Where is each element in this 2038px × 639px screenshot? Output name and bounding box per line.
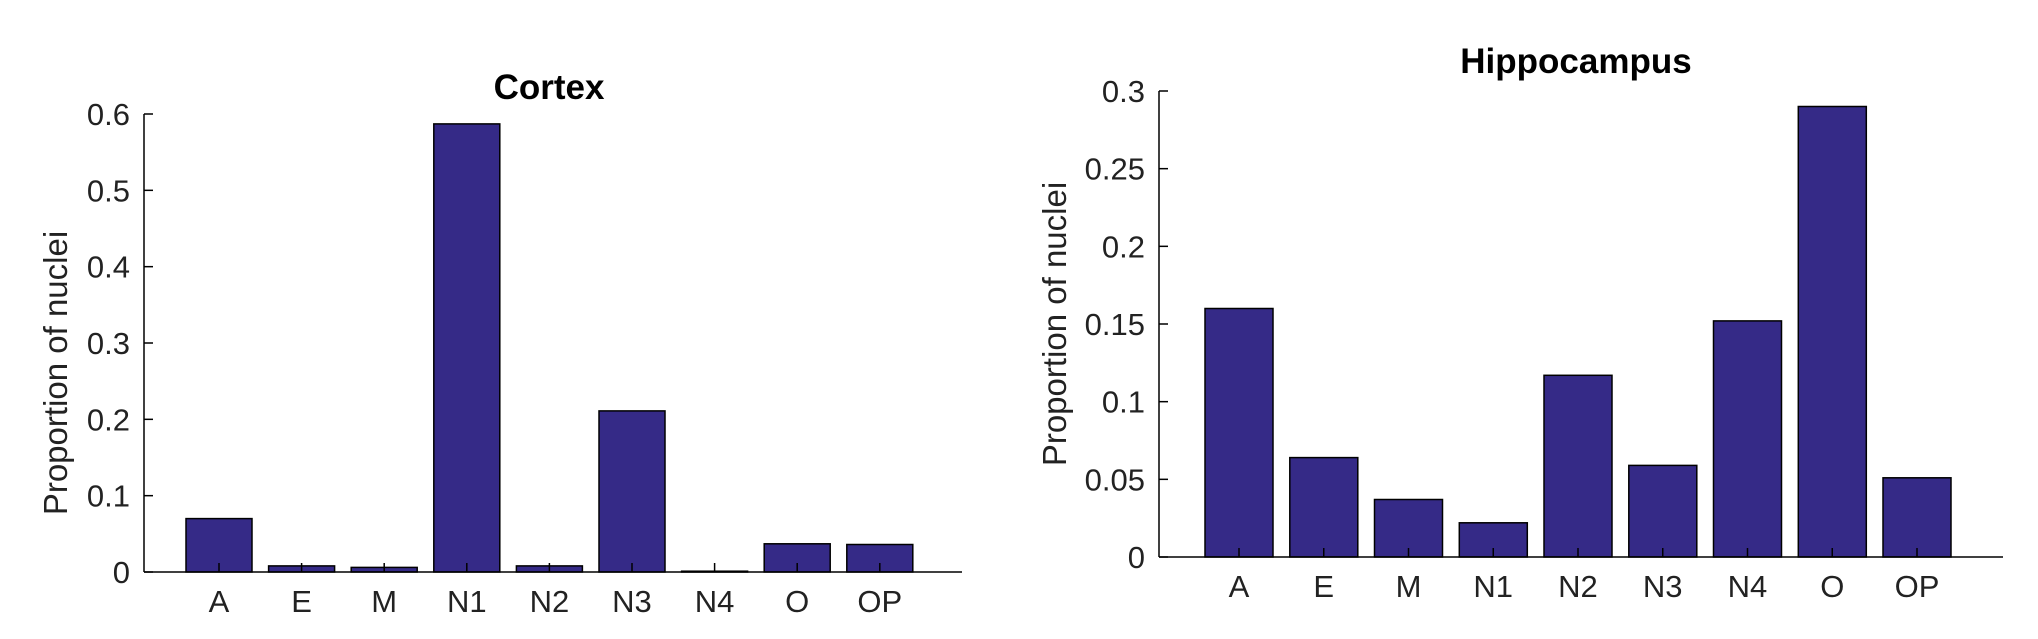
x-tick-label: N4 [695, 584, 735, 619]
x-tick-label: A [1229, 569, 1250, 604]
bars [185, 123, 914, 573]
bar-o [1797, 105, 1868, 558]
chart-cortex: Cortex Proportion of nuclei 0 0.1 0.2 0.3 0.… [37, 68, 962, 619]
x-tick-label: M [371, 584, 397, 619]
x-tick-label: E [1313, 569, 1334, 604]
x-tick-label: N2 [530, 584, 570, 619]
x-tick-label: OP [857, 584, 902, 619]
y-tick-label: 0.3 [87, 326, 130, 361]
y-tick-label: 0.1 [1102, 385, 1145, 420]
y-tick-label: 0.25 [1085, 152, 1145, 187]
x-tick-label: M [1396, 569, 1422, 604]
y-tick-label: 0.2 [1102, 229, 1145, 264]
x-tick-label: E [291, 584, 312, 619]
y-axis-label: Proportion of nuclei [37, 231, 74, 515]
bars [1204, 105, 1952, 558]
bar-m [1373, 498, 1444, 558]
bar-n3 [1628, 464, 1698, 558]
y-tick-label: 0.2 [87, 402, 130, 437]
x-tick-label: OP [1895, 569, 1940, 604]
y-tick-label: 0.05 [1085, 462, 1145, 497]
y-tick-label: 0.3 [1102, 74, 1145, 109]
y-axis-label: Proportion of nuclei [1036, 182, 1073, 466]
x-tick-label: N3 [612, 584, 652, 619]
y-tick-label: 0.15 [1085, 307, 1145, 342]
x-tick-label: N1 [1473, 569, 1513, 604]
y-tick-label: 0.5 [87, 173, 130, 208]
bar-n4 [1712, 320, 1783, 558]
x-tick-label: N3 [1643, 569, 1683, 604]
x-tick-label: N4 [1728, 569, 1768, 604]
x-tick-label: N2 [1558, 569, 1598, 604]
bar-e [1289, 456, 1359, 558]
bar-n3 [598, 410, 666, 573]
x-tick-label: O [1820, 569, 1844, 604]
chart-hippocampus: Hippocampus Proportion of nuclei 0 0.05 0.… [1036, 42, 2003, 604]
y-tick-label: 0.4 [87, 250, 130, 285]
y-tick-label: 0.1 [87, 479, 130, 514]
bar-op [1882, 477, 1952, 558]
y-tick-label: 0 [113, 555, 130, 590]
chart-title: Hippocampus [1460, 42, 1691, 81]
chart-title: Cortex [494, 68, 605, 107]
x-tick-label: O [785, 584, 809, 619]
x-tick-label: A [209, 584, 230, 619]
y-tick-label: 0 [1128, 540, 1145, 575]
bar-a [1204, 307, 1274, 558]
bar-n2 [1543, 374, 1613, 558]
x-tick-label: N1 [447, 584, 487, 619]
y-tick-label: 0.6 [87, 97, 130, 132]
bar-n1 [433, 123, 501, 573]
